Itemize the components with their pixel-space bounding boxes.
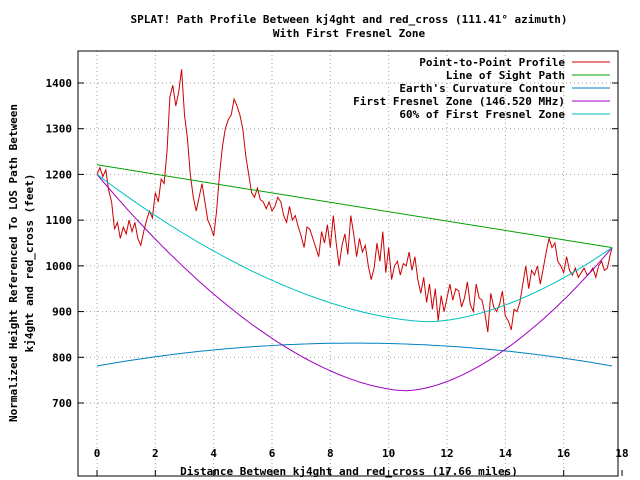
x-axis-ticks: 0 2 4 6 8 10 12 14 16 18 — [94, 447, 629, 476]
series-group — [96, 69, 613, 392]
x-tick-label: 2 — [152, 447, 159, 460]
x-tick-label: 0 — [94, 447, 101, 460]
y-axis-label-line2: kj4ght and red_cross (feet) — [23, 174, 36, 353]
y-tick-label: 1400 — [46, 77, 73, 90]
chart-title-line1: SPLAT! Path Profile Between kj4ght and r… — [130, 13, 567, 26]
series-line-1 — [96, 69, 613, 333]
series-line-2 — [96, 164, 613, 249]
series-line-4 — [96, 174, 613, 392]
x-axis-label: Distance Between kj4ght and red_cross (1… — [180, 465, 518, 478]
legend-label: Earth's Curvature Contour — [399, 82, 565, 95]
y-tick-label: 700 — [52, 397, 72, 410]
series-line-5 — [96, 173, 613, 323]
x-tick-label: 10 — [382, 447, 395, 460]
x-tick-label: 14 — [499, 447, 513, 460]
x-tick-label: 12 — [440, 447, 453, 460]
y-tick-label: 1100 — [46, 214, 73, 227]
x-tick-label: 16 — [557, 447, 571, 460]
x-tick-label: 18 — [615, 447, 628, 460]
y-axis-ticks: 700 800 900 1000 1100 1200 1300 1400 — [46, 77, 618, 410]
y-tick-label: 800 — [52, 351, 72, 364]
legend-label: Point-to-Point Profile — [419, 56, 565, 69]
y-axis-label-line1: Normalized Height Referenced To LOS Path… — [7, 104, 20, 422]
legend-label: 60% of First Fresnel Zone — [399, 108, 565, 121]
y-tick-label: 1200 — [46, 168, 73, 181]
series-line-3 — [96, 342, 613, 367]
x-tick-label: 6 — [269, 447, 276, 460]
grid — [78, 51, 618, 476]
chart-title-line2: With First Fresnel Zone — [273, 27, 426, 40]
x-tick-label: 4 — [210, 447, 217, 460]
x-tick-label: 8 — [327, 447, 334, 460]
legend-label: First Fresnel Zone (146.520 MHz) — [353, 95, 565, 108]
legend-label: Line of Sight Path — [446, 69, 565, 82]
y-tick-label: 1000 — [46, 260, 73, 273]
plot-frame — [77, 50, 619, 477]
y-tick-label: 900 — [52, 306, 72, 319]
y-tick-label: 1300 — [46, 123, 73, 136]
